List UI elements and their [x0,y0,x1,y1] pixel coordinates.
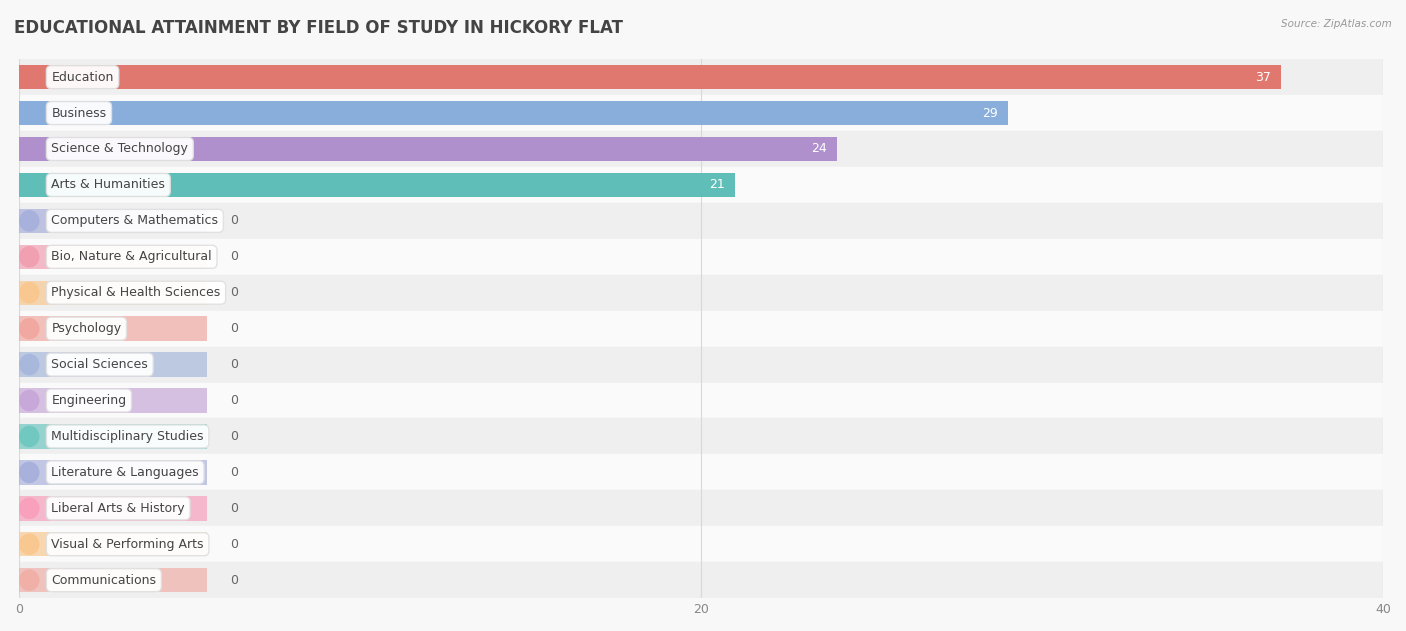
Text: Education: Education [52,71,114,84]
Text: EDUCATIONAL ATTAINMENT BY FIELD OF STUDY IN HICKORY FLAT: EDUCATIONAL ATTAINMENT BY FIELD OF STUDY… [14,19,623,37]
Text: 0: 0 [231,466,239,479]
Bar [20,346,1384,382]
Text: Source: ZipAtlas.com: Source: ZipAtlas.com [1281,19,1392,29]
Bar [20,209,207,233]
Bar [20,203,1384,239]
Circle shape [20,139,39,159]
Bar [20,490,1384,526]
Bar [20,418,1384,454]
Bar [20,316,207,341]
Text: Communications: Communications [52,574,156,587]
Circle shape [20,498,39,519]
Circle shape [20,355,39,375]
Bar [20,496,207,521]
Text: 0: 0 [231,502,239,515]
Bar [20,562,1384,598]
Circle shape [20,534,39,554]
Bar [20,95,1384,131]
Text: 24: 24 [811,143,827,155]
Circle shape [20,211,39,231]
Text: 0: 0 [231,538,239,551]
Text: Arts & Humanities: Arts & Humanities [52,179,166,191]
Text: Visual & Performing Arts: Visual & Performing Arts [52,538,204,551]
Bar [20,173,735,197]
Text: Science & Technology: Science & Technology [52,143,188,155]
Bar [20,65,1281,90]
Text: Engineering: Engineering [52,394,127,407]
Text: 0: 0 [231,358,239,371]
Bar [20,310,1384,346]
Bar [20,424,207,449]
Bar [20,382,1384,418]
Text: Social Sciences: Social Sciences [52,358,148,371]
Text: 0: 0 [231,215,239,227]
Bar [20,454,1384,490]
Circle shape [20,427,39,447]
Text: 0: 0 [231,574,239,587]
Text: Psychology: Psychology [52,322,121,335]
Bar [20,352,207,377]
Circle shape [20,175,39,195]
Bar [20,101,1008,126]
Text: Literature & Languages: Literature & Languages [52,466,200,479]
Text: 29: 29 [981,107,998,119]
Text: 0: 0 [231,286,239,299]
Text: 0: 0 [231,430,239,443]
Text: 0: 0 [231,251,239,263]
Text: Business: Business [52,107,107,119]
Bar [20,460,207,485]
Bar [20,568,207,593]
Circle shape [20,247,39,267]
Bar [20,167,1384,203]
Circle shape [20,103,39,123]
Text: 21: 21 [709,179,725,191]
Bar [20,131,1384,167]
Bar [20,239,1384,274]
Bar [20,137,838,161]
Bar [20,245,207,269]
Bar [20,526,1384,562]
Bar [20,274,1384,310]
Text: 0: 0 [231,322,239,335]
Circle shape [20,283,39,303]
Bar [20,388,207,413]
Circle shape [20,391,39,411]
Bar [20,532,207,557]
Bar [20,59,1384,95]
Bar [20,281,207,305]
Text: 0: 0 [231,394,239,407]
Text: Bio, Nature & Agricultural: Bio, Nature & Agricultural [52,251,212,263]
Text: Multidisciplinary Studies: Multidisciplinary Studies [52,430,204,443]
Circle shape [20,570,39,590]
Text: Physical & Health Sciences: Physical & Health Sciences [52,286,221,299]
Circle shape [20,67,39,87]
Text: Computers & Mathematics: Computers & Mathematics [52,215,218,227]
Text: Liberal Arts & History: Liberal Arts & History [52,502,186,515]
Circle shape [20,319,39,339]
Text: 37: 37 [1254,71,1271,84]
Circle shape [20,463,39,483]
